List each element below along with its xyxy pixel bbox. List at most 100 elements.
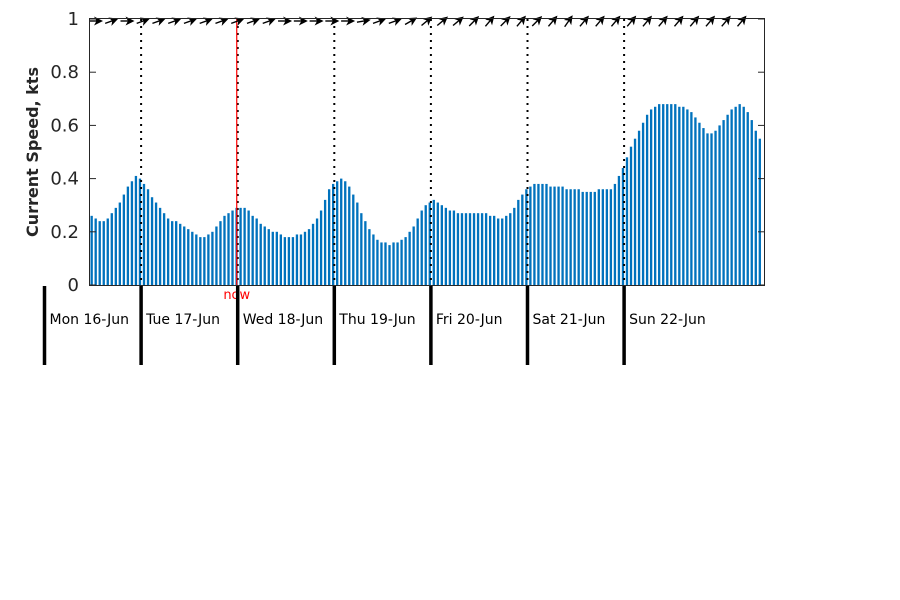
day-labels-layer: Mon 16-Jun Tue 17-Jun Wed 18-Jun Thu 19-Jun…	[50, 312, 706, 328]
speed-bar	[565, 189, 568, 285]
direction-arrow	[689, 15, 700, 27]
direction-arrow	[356, 16, 371, 26]
speed-bar	[416, 218, 419, 285]
speed-bar	[488, 215, 492, 285]
bars-layer	[90, 104, 761, 286]
speed-bar	[400, 239, 403, 285]
direction-arrow	[388, 17, 402, 26]
speed-bar	[215, 226, 218, 285]
speed-bar	[90, 215, 93, 285]
speed-bar	[428, 202, 431, 285]
direction-arrow	[183, 17, 198, 26]
speed-bar	[557, 186, 560, 285]
direction-arrow	[341, 16, 356, 26]
y-tick-label: 0.6	[50, 115, 79, 136]
day-label: Wed 18-Jun	[243, 312, 324, 328]
speed-bar	[295, 234, 299, 285]
speed-bar	[348, 186, 351, 285]
speed-bar	[211, 231, 214, 285]
speed-bar	[372, 234, 375, 285]
speed-bar	[130, 181, 134, 285]
y-axis-label: Current Speed, kts	[23, 67, 42, 237]
speed-bar	[150, 197, 154, 285]
speed-bar	[633, 138, 637, 285]
speed-bar	[110, 213, 113, 285]
speed-bar	[340, 178, 343, 285]
speed-bar	[649, 109, 653, 285]
speed-bar	[444, 207, 448, 285]
speed-bar	[360, 213, 363, 285]
speed-bar	[219, 221, 222, 285]
speed-bar	[344, 181, 347, 285]
speed-bar	[384, 242, 387, 285]
speed-bar	[561, 186, 564, 285]
direction-arrow	[484, 15, 495, 27]
speed-bar	[456, 213, 460, 285]
direction-arrow	[626, 15, 637, 27]
speed-bar	[364, 221, 367, 285]
speed-bar	[138, 178, 142, 285]
speed-bar	[332, 183, 335, 285]
speed-bar	[263, 226, 266, 285]
speed-bar	[223, 215, 226, 285]
speed-bar	[207, 234, 210, 285]
speed-bar	[424, 205, 427, 285]
speed-bar	[621, 167, 625, 285]
speed-bar	[746, 112, 749, 285]
direction-arrow	[705, 15, 715, 27]
direction-arrow	[404, 17, 418, 26]
y-tick-label: 1	[68, 9, 79, 30]
speed-bar	[553, 186, 556, 285]
speed-bar	[750, 120, 753, 285]
speed-bar	[464, 213, 468, 285]
speed-bar	[448, 210, 452, 285]
speed-bar	[654, 106, 657, 285]
day-label: Fri 20-Jun	[436, 312, 503, 328]
speed-bar	[460, 213, 464, 285]
speed-bar	[251, 215, 254, 285]
day-label: Sun 22-Jun	[629, 312, 706, 328]
direction-arrow	[230, 17, 245, 26]
speed-bar	[674, 104, 677, 286]
speed-bar	[392, 242, 395, 285]
speed-bar	[191, 231, 194, 285]
direction-arrow	[642, 15, 652, 27]
direction-arrow	[152, 17, 166, 26]
speed-bar	[436, 202, 439, 285]
speed-bar	[742, 106, 745, 285]
speed-bar	[722, 120, 725, 285]
speed-bar	[738, 104, 741, 286]
speed-bar	[509, 213, 512, 285]
speed-bar	[187, 229, 190, 285]
speed-bar	[517, 199, 520, 285]
direction-arrow	[673, 15, 684, 27]
direction-arrow	[563, 15, 573, 28]
speed-bar	[670, 104, 673, 286]
speed-bar	[617, 175, 621, 285]
speed-bar	[730, 109, 733, 285]
direction-arrow	[468, 16, 480, 27]
speed-bar	[166, 218, 170, 285]
direction-arrow	[120, 16, 135, 26]
speed-bar	[412, 226, 415, 285]
speed-bar	[114, 207, 117, 285]
day-separator-layer	[140, 19, 626, 285]
day-label: Sat 21-Jun	[533, 312, 606, 328]
speed-bar	[247, 210, 250, 285]
speed-bar	[577, 189, 580, 285]
speed-bar	[569, 189, 572, 285]
speed-bar	[356, 202, 359, 285]
speed-bar	[658, 104, 661, 286]
direction-arrow	[736, 15, 747, 27]
day-tick-layer	[42, 286, 626, 365]
speed-bar	[179, 223, 182, 285]
speed-bar	[497, 218, 500, 285]
speed-bar	[94, 218, 97, 285]
speed-bar	[605, 189, 609, 285]
speed-bar	[195, 234, 198, 285]
speed-bar	[239, 207, 242, 285]
speed-bar	[501, 218, 504, 285]
direction-arrow-layer	[89, 15, 747, 28]
speed-bar	[134, 175, 138, 285]
speed-bar	[476, 213, 480, 285]
